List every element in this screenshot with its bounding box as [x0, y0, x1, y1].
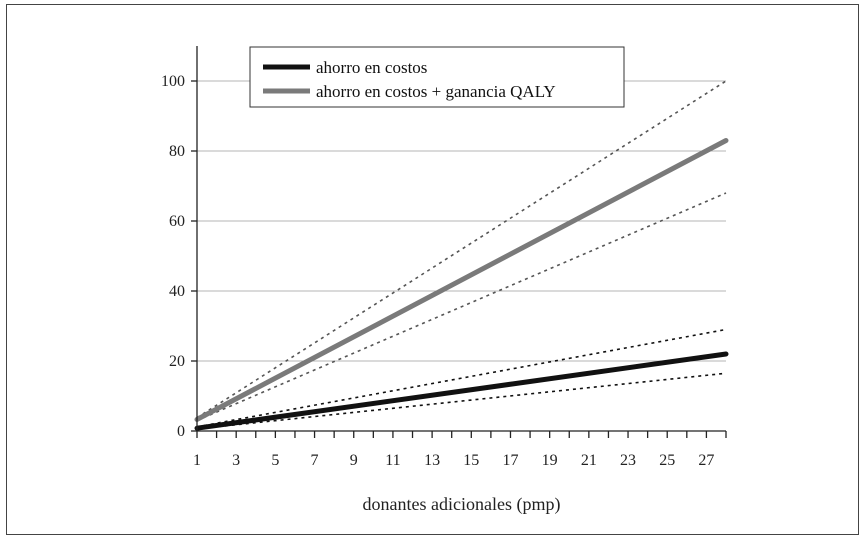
- x-tick-label: 21: [581, 452, 597, 469]
- x-tick-label: 11: [385, 452, 400, 469]
- x-tick-label: 7: [311, 452, 319, 469]
- confidence-bound-line: [196, 192, 727, 422]
- y-tick-label: 40: [169, 283, 185, 300]
- y-tick-label: 80: [169, 143, 185, 160]
- legend-label: ahorro en costos: [316, 58, 427, 77]
- y-tick-label: 20: [169, 353, 185, 370]
- confidence-bound-line: [196, 372, 727, 430]
- y-tick-label: 100: [161, 73, 185, 90]
- x-tick-label: 15: [463, 452, 479, 469]
- x-tick-label: 9: [350, 452, 358, 469]
- series-line: [194, 351, 729, 431]
- x-axis-label: donantes adicionales (pmp): [363, 494, 561, 515]
- legend: ahorro en costos ahorro en costos + ganan…: [249, 46, 625, 108]
- y-tick-label: 0: [177, 423, 185, 440]
- y-tick-label: 60: [169, 213, 185, 230]
- series-lines: [194, 80, 729, 431]
- x-tick-label: 5: [271, 452, 279, 469]
- x-tick-label: 17: [502, 452, 518, 469]
- series-line: [194, 138, 729, 422]
- x-tick-label: 19: [542, 452, 558, 469]
- x-tick-label: 13: [424, 452, 440, 469]
- legend-label: ahorro en costos + ganancia QALY: [316, 82, 556, 101]
- x-tick-label: 23: [620, 452, 636, 469]
- x-tick-label: 25: [659, 452, 675, 469]
- x-tick-label: 1: [193, 452, 201, 469]
- axes: [191, 46, 727, 438]
- x-tick-label: 27: [698, 452, 714, 469]
- x-tick-label: 3: [232, 452, 240, 469]
- gridlines: [197, 80, 726, 362]
- confidence-bound-line: [196, 328, 727, 428]
- legend-box: [249, 46, 625, 108]
